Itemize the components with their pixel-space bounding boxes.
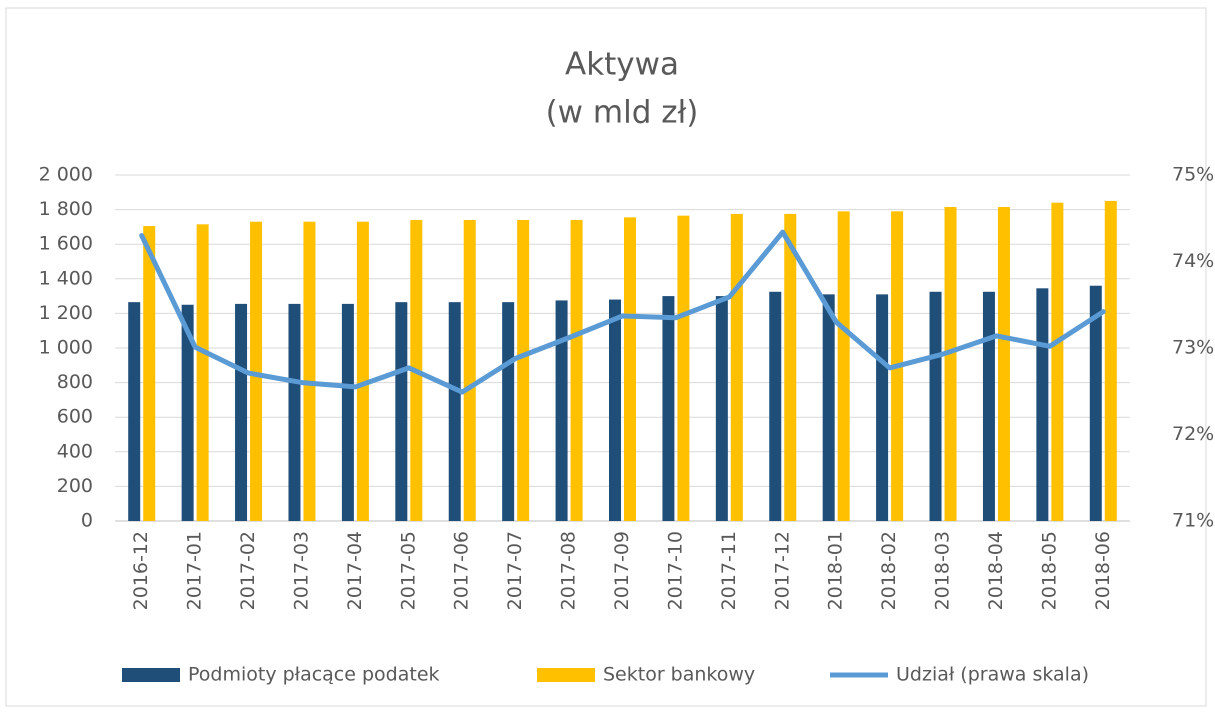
x-tick-label: 2018-02 [878,531,900,610]
bar [250,221,263,521]
y2-tick-label: 72% [1172,423,1214,445]
bar [570,219,583,522]
legend-label: Udział (prawa skala) [896,664,1089,686]
bar [196,224,209,521]
x-tick-label: 2017-08 [558,531,580,610]
bar [395,302,408,521]
bar [730,213,743,522]
x-tick-label: 2017-06 [451,531,473,610]
bar [929,291,942,521]
y-tick-label: 1 600 [39,233,93,255]
bar [677,215,690,521]
legend-label: Sektor bankowy [603,664,755,686]
x-tick-label: 2017-04 [344,531,366,610]
bar [341,303,354,521]
x-tick-label: 2018-01 [825,531,847,610]
bar [555,300,568,521]
x-tick-label: 2017-12 [771,531,793,610]
y-tick-label: 400 [57,440,93,462]
bar [982,291,995,521]
y-tick-label: 1 200 [39,302,93,324]
y-tick-label: 0 [81,510,93,532]
y-tick-label: 800 [57,371,93,393]
bar [784,213,797,522]
y-tick-label: 200 [57,475,93,497]
y2-tick-label: 74% [1172,250,1214,272]
bar [1036,288,1049,521]
bar [1089,285,1102,521]
bar [769,291,782,521]
bar [502,302,515,521]
bar [944,207,957,521]
bar [128,302,141,521]
bar [876,294,889,521]
y2-tick-label: 73% [1172,337,1214,359]
x-tick-label: 2017-03 [290,531,312,610]
bar [715,296,728,521]
chart-title: Aktywa [565,47,679,83]
x-tick-label: 2017-11 [718,531,740,610]
bar [1051,202,1064,521]
bar [143,226,156,521]
x-tick-label: 2017-01 [184,531,206,610]
bar [303,221,316,521]
bar [662,296,675,521]
bar [448,302,461,521]
x-tick-label: 2018-03 [932,531,954,610]
y2-tick-label: 75% [1172,164,1214,186]
x-tick-label: 2017-09 [611,531,633,610]
x-tick-label: 2017-07 [504,531,526,610]
bar [822,294,835,521]
y2-tick-label: 71% [1172,510,1214,532]
y-tick-label: 2 000 [39,164,93,186]
y-tick-label: 1 000 [39,337,93,359]
bar [997,207,1010,521]
y-tick-label: 600 [57,406,93,428]
bar [181,304,194,521]
bar [517,219,530,522]
bar [1104,200,1117,521]
x-tick-label: 2017-10 [664,531,686,610]
bar [235,303,248,521]
legend-swatch [537,668,595,682]
legend-swatch [122,668,180,682]
x-tick-label: 2017-02 [237,531,259,610]
x-tick-label: 2018-06 [1092,531,1114,610]
chart-subtitle: (w mld zł) [546,95,699,131]
legend-label: Podmioty płacące podatek [188,664,440,686]
x-tick-label: 2018-04 [985,531,1007,610]
bar [463,219,476,522]
bar [356,221,369,521]
bar [609,299,621,521]
x-tick-label: 2016-12 [130,531,152,610]
bar [837,211,850,521]
x-tick-label: 2017-05 [397,531,419,610]
bar [624,217,636,521]
y-tick-label: 1 800 [39,198,93,220]
x-tick-label: 2018-05 [1038,531,1060,610]
y-tick-label: 1 400 [39,267,93,289]
line [139,229,1106,395]
bar [288,303,301,521]
